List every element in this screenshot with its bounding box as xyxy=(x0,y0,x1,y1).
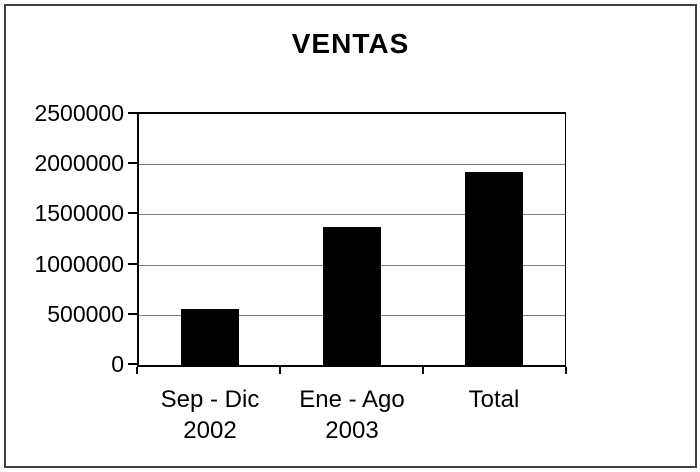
bar xyxy=(323,227,381,365)
chart-title: VENTAS xyxy=(291,28,410,59)
y-axis-tick xyxy=(128,112,137,114)
x-axis-label-line: Sep - Dic xyxy=(160,386,260,413)
x-axis-label-line: Ene - Ago xyxy=(299,386,405,413)
y-axis-tick-label: 1500000 xyxy=(34,200,124,226)
y-axis-tick xyxy=(128,162,137,164)
bar xyxy=(465,172,523,365)
x-axis-label-line: 2003 xyxy=(325,417,379,444)
y-axis-tick-label: 1000000 xyxy=(34,251,124,277)
plot-area xyxy=(137,112,566,367)
x-axis-label-line: 2002 xyxy=(183,417,237,444)
gridline xyxy=(139,164,565,165)
x-axis-tick xyxy=(565,367,567,374)
y-axis-tick-label: 0 xyxy=(111,351,124,377)
y-axis-tick xyxy=(128,363,137,365)
y-axis-tick xyxy=(128,212,137,214)
gridline xyxy=(139,214,565,215)
x-axis-tick xyxy=(422,367,424,374)
y-axis-tick-label: 2500000 xyxy=(34,100,124,126)
y-axis-tick xyxy=(128,313,137,315)
x-axis-category-label: Sep - Dic 2002 xyxy=(115,384,305,446)
chart-frame-border: VENTAS 2500000 2000000 1500000 1000000 50000… xyxy=(4,4,697,468)
bar xyxy=(181,309,239,365)
x-axis-category-label: Total xyxy=(399,384,589,415)
y-axis-tick xyxy=(128,263,137,265)
x-axis-tick xyxy=(279,367,281,374)
x-axis-tick xyxy=(136,367,138,374)
x-axis-label-line: Total xyxy=(468,386,520,413)
x-axis-category-label: Ene - Ago 2003 xyxy=(257,384,447,446)
y-axis-tick-label: 2000000 xyxy=(34,150,124,176)
y-axis-tick-label: 500000 xyxy=(47,301,124,327)
